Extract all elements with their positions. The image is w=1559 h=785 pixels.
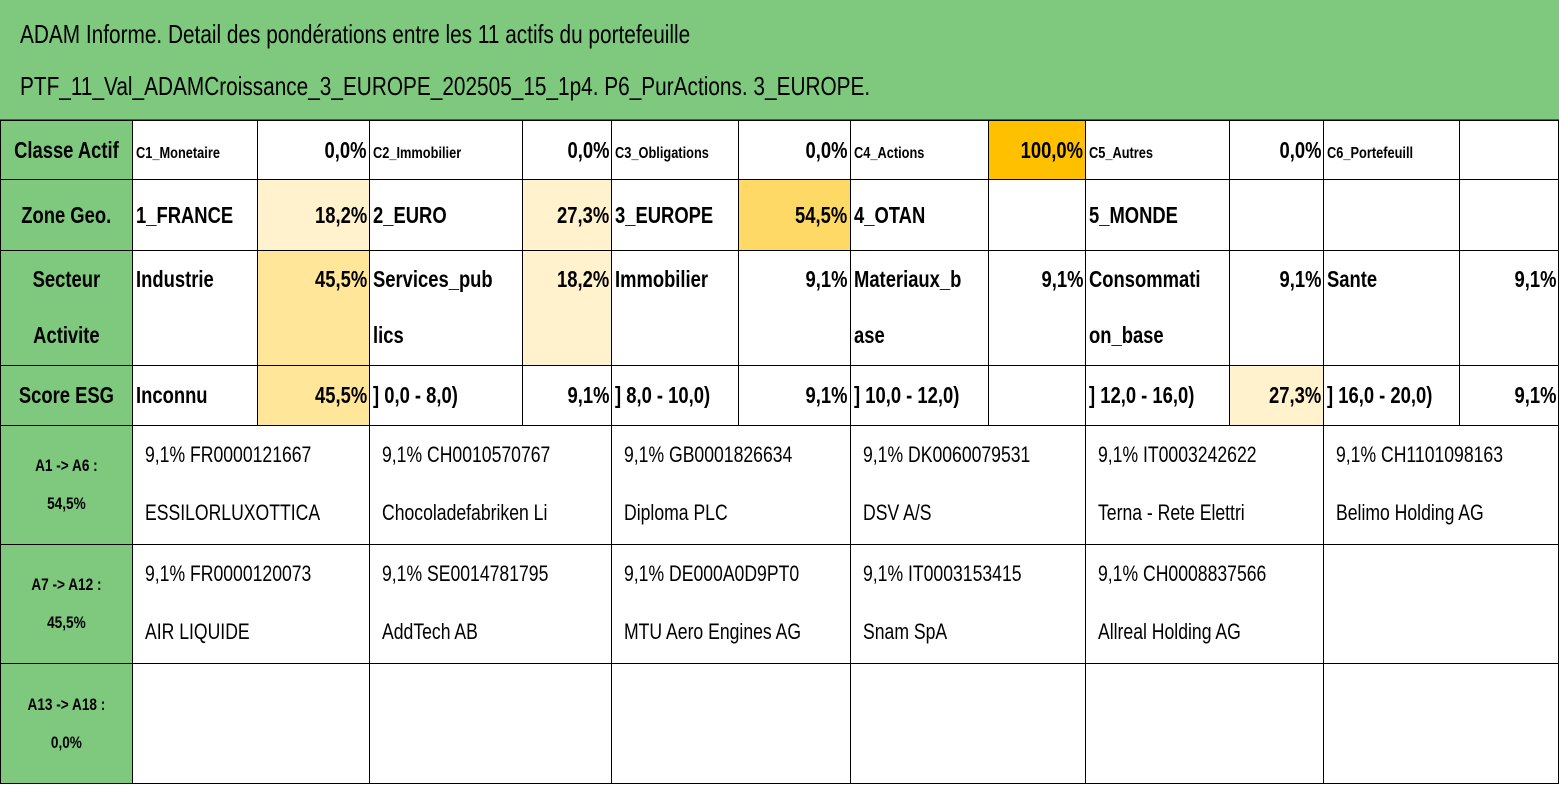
classe-value-2[interactable]: 0,0% xyxy=(522,120,613,180)
classe-name-6[interactable]: C6_Portefeuill xyxy=(1323,120,1461,180)
secteur-name-1[interactable]: Industrie xyxy=(131,250,259,366)
asset-cell[interactable] xyxy=(1323,663,1559,784)
zone-value-2[interactable]: 27,3% xyxy=(522,179,613,251)
row-asset-group-3: A13 -> A18 : 0,0% xyxy=(0,663,1559,784)
esg-value-1[interactable]: 45,5% xyxy=(257,365,370,426)
asset-cell[interactable]: 9,1% FR0000120073 AIR LIQUIDE xyxy=(131,544,370,664)
row-classe-actif: Classe Actif C1_Monetaire 0,0% C2_Immobi… xyxy=(0,120,1559,180)
asset-cell[interactable] xyxy=(849,663,1087,784)
secteur-value-5[interactable]: 9,1% xyxy=(1228,250,1325,366)
classe-value-1[interactable]: 0,0% xyxy=(257,120,370,180)
esg-value-5[interactable]: 27,3% xyxy=(1228,365,1325,426)
zone-value-4[interactable] xyxy=(987,179,1087,251)
secteur-name-3[interactable]: Immobilier xyxy=(611,250,739,366)
esg-value-6[interactable]: 9,1% xyxy=(1459,365,1559,426)
secteur-name-6[interactable]: Sante xyxy=(1323,250,1461,366)
report-header: ADAM Informe. Detail des pondérations en… xyxy=(0,0,1559,120)
report-title: ADAM Informe. Detail des pondérations en… xyxy=(20,19,871,101)
zone-value-6[interactable] xyxy=(1459,179,1559,251)
classe-value-5[interactable]: 0,0% xyxy=(1228,120,1325,180)
row-label-zone-geo: Zone Geo. xyxy=(0,179,133,251)
esg-value-3[interactable]: 9,1% xyxy=(737,365,851,426)
asset-cell[interactable] xyxy=(1323,544,1559,664)
esg-name-6[interactable]: ] 16,0 - 20,0) xyxy=(1323,365,1461,426)
zone-name-6[interactable] xyxy=(1323,179,1461,251)
zone-name-3[interactable]: 3_EUROPE xyxy=(611,179,739,251)
secteur-value-4[interactable]: 9,1% xyxy=(987,250,1087,366)
secteur-value-6[interactable]: 9,1% xyxy=(1459,250,1559,366)
esg-name-4[interactable]: ] 10,0 - 12,0) xyxy=(849,365,989,426)
secteur-name-5[interactable]: Consommati on_base xyxy=(1085,250,1230,366)
asset-cell[interactable]: 9,1% IT0003242622 Terna - Rete Elettri xyxy=(1085,425,1325,545)
asset-cell[interactable] xyxy=(611,663,851,784)
classe-value-6[interactable] xyxy=(1459,120,1559,180)
esg-name-3[interactable]: ] 8,0 - 10,0) xyxy=(611,365,739,426)
asset-group-label-2: A7 -> A12 : 45,5% xyxy=(0,544,133,664)
zone-name-5[interactable]: 5_MONDE xyxy=(1085,179,1230,251)
classe-name-3[interactable]: C3_Obligations xyxy=(611,120,739,180)
secteur-value-3[interactable]: 9,1% xyxy=(737,250,851,366)
secteur-value-2[interactable]: 18,2% xyxy=(522,250,613,366)
esg-value-4[interactable] xyxy=(987,365,1087,426)
asset-cell[interactable]: 9,1% IT0003153415 Snam SpA xyxy=(849,544,1087,664)
row-zone-geo: Zone Geo. 1_FRANCE 18,2% 2_EURO 27,3% 3_… xyxy=(0,179,1559,251)
classe-name-1[interactable]: C1_Monetaire xyxy=(131,120,259,180)
asset-cell[interactable]: 9,1% GB0001826634 Diploma PLC xyxy=(611,425,851,545)
zone-name-2[interactable]: 2_EURO xyxy=(368,179,524,251)
row-label-score-esg: Score ESG xyxy=(0,365,133,426)
asset-cell[interactable]: 9,1% CH0010570767 Chocoladefabriken Li xyxy=(368,425,613,545)
classe-value-3[interactable]: 0,0% xyxy=(737,120,851,180)
row-asset-group-2: A7 -> A12 : 45,5% 9,1% FR0000120073 AIR L… xyxy=(0,544,1559,664)
asset-group-label-3: A13 -> A18 : 0,0% xyxy=(0,663,133,784)
asset-cell[interactable] xyxy=(1085,663,1325,784)
row-secteur-activite: Secteur Activite Industrie 45,5% Service… xyxy=(0,250,1559,366)
esg-name-1[interactable]: Inconnu xyxy=(131,365,259,426)
esg-value-2[interactable]: 9,1% xyxy=(522,365,613,426)
secteur-value-1[interactable]: 45,5% xyxy=(257,250,370,366)
classe-name-5[interactable]: C5_Autres xyxy=(1085,120,1230,180)
row-asset-group-1: A1 -> A6 : 54,5% 9,1% FR0000121667 ESSILO… xyxy=(0,425,1559,545)
asset-cell[interactable]: 9,1% SE0014781795 AddTech AB xyxy=(368,544,613,664)
asset-group-label-1: A1 -> A6 : 54,5% xyxy=(0,425,133,545)
secteur-name-2[interactable]: Services_pub lics xyxy=(368,250,524,366)
esg-name-5[interactable]: ] 12,0 - 16,0) xyxy=(1085,365,1230,426)
asset-cell[interactable]: 9,1% DK0060079531 DSV A/S xyxy=(849,425,1087,545)
asset-cell[interactable] xyxy=(368,663,613,784)
zone-value-1[interactable]: 18,2% xyxy=(257,179,370,251)
classe-value-4[interactable]: 100,0% xyxy=(987,120,1087,180)
row-score-esg: Score ESG Inconnu 45,5% ] 0,0 - 8,0) 9,1… xyxy=(0,365,1559,426)
zone-name-1[interactable]: 1_FRANCE xyxy=(131,179,259,251)
zone-value-3[interactable]: 54,5% xyxy=(737,179,851,251)
asset-cell[interactable]: 9,1% FR0000121667 ESSILORLUXOTTICA xyxy=(131,425,370,545)
zone-name-4[interactable]: 4_OTAN xyxy=(849,179,989,251)
asset-cell[interactable]: 9,1% CH1101098163 Belimo Holding AG xyxy=(1323,425,1559,545)
zone-value-5[interactable] xyxy=(1228,179,1325,251)
secteur-name-4[interactable]: Materiaux_b ase xyxy=(849,250,989,366)
asset-cell[interactable]: 9,1% DE000A0D9PT0 MTU Aero Engines AG xyxy=(611,544,851,664)
row-label-secteur-activite: Secteur Activite xyxy=(0,250,133,366)
allocation-table: Classe Actif C1_Monetaire 0,0% C2_Immobi… xyxy=(0,120,1559,784)
esg-name-2[interactable]: ] 0,0 - 8,0) xyxy=(368,365,524,426)
row-label-classe-actif: Classe Actif xyxy=(0,120,133,180)
asset-cell[interactable]: 9,1% CH0008837566 Allreal Holding AG xyxy=(1085,544,1325,664)
classe-name-2[interactable]: C2_Immobilier xyxy=(368,120,524,180)
classe-name-4[interactable]: C4_Actions xyxy=(849,120,989,180)
asset-cell[interactable] xyxy=(131,663,370,784)
